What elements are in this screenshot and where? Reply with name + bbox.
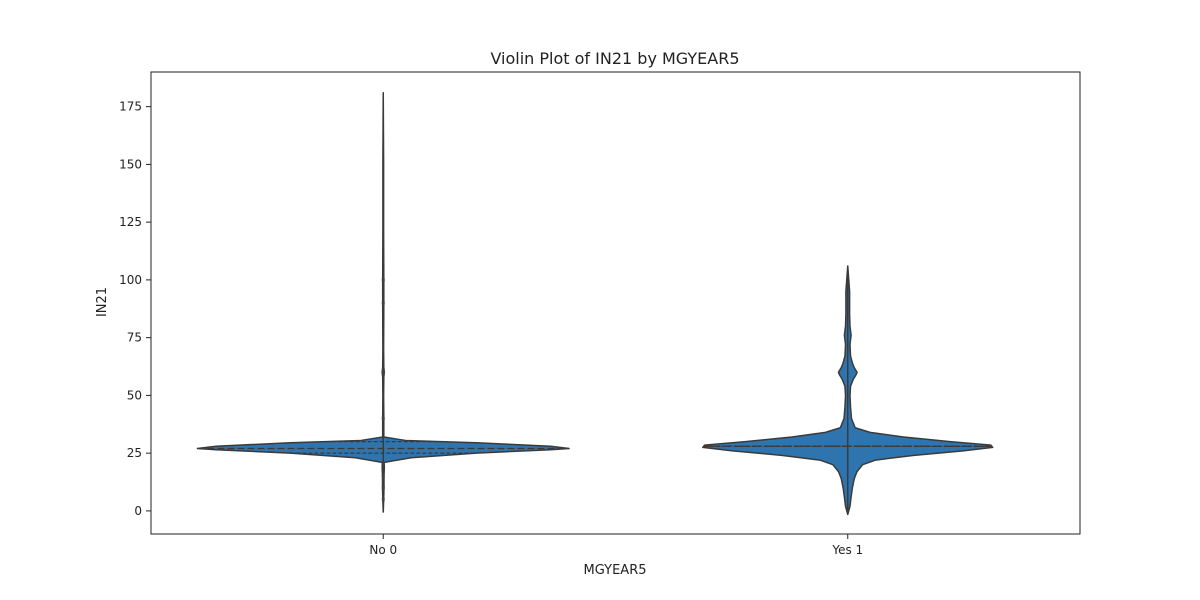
y-tick-label: 125 xyxy=(119,215,142,229)
x-tick-label: Yes 1 xyxy=(831,543,863,557)
plot-frame xyxy=(150,71,1081,535)
y-tick-label: 150 xyxy=(119,157,142,171)
plot-area: 0 25 50 75 100 125 150 175 No 0 Yes 1 xyxy=(119,71,1081,557)
x-axis-label: MGYEAR5 xyxy=(584,563,647,578)
violin-point xyxy=(381,484,386,491)
violin-point xyxy=(381,415,386,422)
x-tick-label: No 0 xyxy=(369,543,397,557)
y-tick-label: 50 xyxy=(127,388,142,402)
y-tick-label: 75 xyxy=(127,331,142,345)
y-tick-label: 0 xyxy=(134,504,142,518)
violin-point xyxy=(381,496,386,503)
violin-point xyxy=(381,461,386,468)
y-axis-label: IN21 xyxy=(95,287,110,317)
violin-point xyxy=(381,300,386,306)
y-tick-label: 25 xyxy=(127,446,142,460)
violin-point xyxy=(381,369,386,376)
y-tick-label: 100 xyxy=(119,273,142,287)
y-tick-label: 175 xyxy=(119,100,142,114)
chart-title: Violin Plot of IN21 by MGYEAR5 xyxy=(490,49,739,68)
violin-point xyxy=(381,473,386,480)
violin-point xyxy=(381,276,386,283)
